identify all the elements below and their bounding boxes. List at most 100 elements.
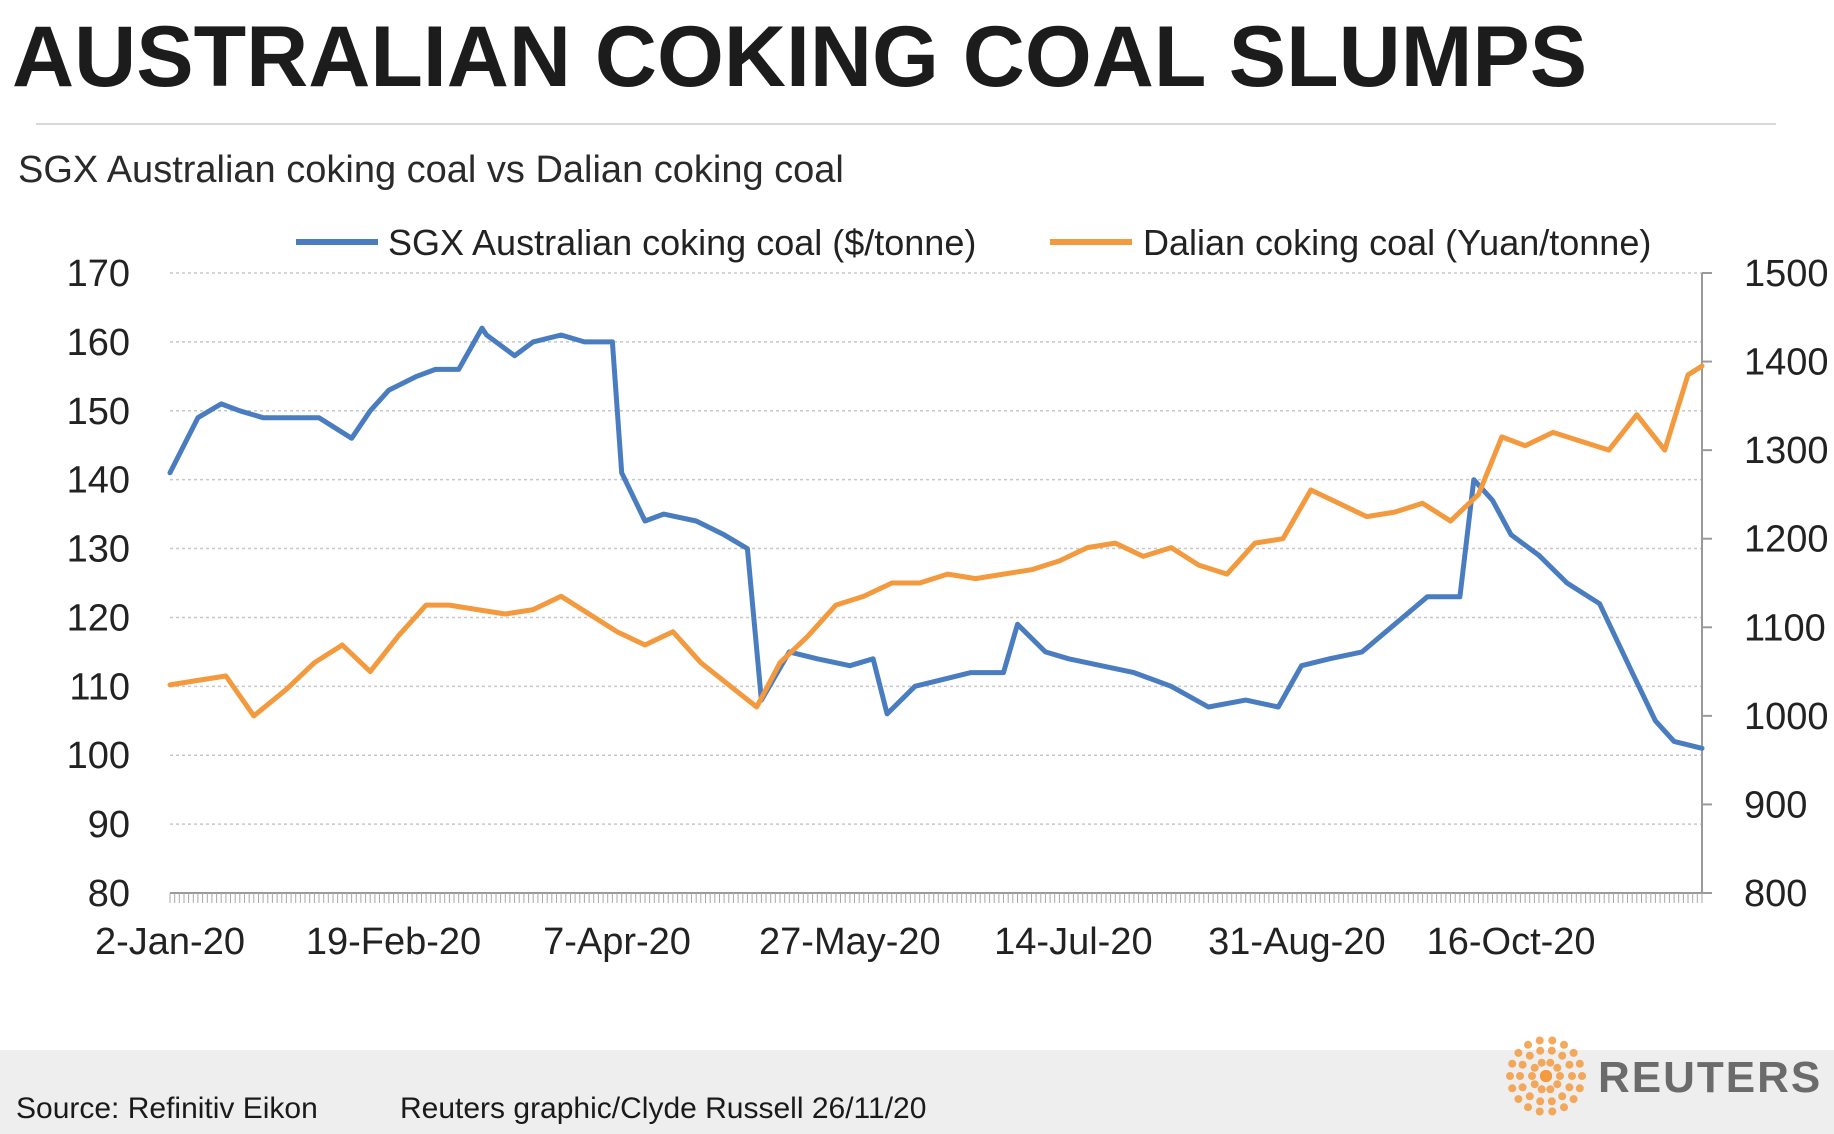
dalian-data-point xyxy=(834,603,838,607)
sgx-data-point xyxy=(1300,664,1303,668)
sgx-data-point xyxy=(969,671,973,675)
dalian-data-point xyxy=(1225,572,1229,576)
sgx-data-point xyxy=(531,340,535,344)
sgx-data-point xyxy=(662,512,666,516)
sgx-data-point xyxy=(1393,622,1397,626)
sgx-data-point xyxy=(415,374,419,378)
dalian-data-point xyxy=(890,581,894,585)
sgx-data-point xyxy=(848,664,852,668)
sgx-data-point xyxy=(513,354,517,358)
dalian-data-point xyxy=(1141,554,1145,558)
sgx-data-point xyxy=(941,677,945,681)
dalian-data-point xyxy=(1421,501,1425,505)
footer-source: Source: Refinitiv Eikon xyxy=(16,1092,318,1125)
dalian-data-point xyxy=(1700,364,1704,368)
dalian-data-point xyxy=(587,612,591,616)
dalian-data-point xyxy=(1030,568,1033,572)
dalian-data-point xyxy=(1309,488,1313,492)
y-left-tick-label: 170 xyxy=(67,253,130,295)
dalian-data-point xyxy=(368,670,372,674)
dalian-data-point xyxy=(1085,546,1089,550)
axes xyxy=(169,272,1712,903)
data-series xyxy=(167,325,1705,751)
sgx-data-point xyxy=(1002,671,1005,675)
dalian-data-point xyxy=(447,603,451,607)
dalian-data-point xyxy=(1337,501,1341,505)
tick-labels: 170 160 150 140 130 120 110 100 90 80 1500 1400 1300… xyxy=(67,253,1829,963)
sgx-data-point xyxy=(1458,595,1462,599)
dalian-data-point xyxy=(862,594,866,598)
dalian-data-point xyxy=(559,594,563,598)
legend: SGX Australian coking coal ($/tonne) Dal… xyxy=(296,222,1651,263)
dalian-data-point xyxy=(806,634,810,638)
sgx-data-point xyxy=(219,402,223,406)
sgx-data-point xyxy=(1491,498,1494,502)
sgx-data-point xyxy=(610,340,614,344)
dalian-data-point xyxy=(643,643,647,647)
x-tick-label: 31-Aug-20 xyxy=(1208,921,1385,963)
dalian-data-point xyxy=(1365,515,1369,519)
sgx-data-point xyxy=(913,684,917,688)
dalian-data-point xyxy=(1523,444,1527,448)
x-minor-ticks xyxy=(169,893,1703,903)
sgx-data-point xyxy=(238,409,242,413)
dalian-data-point xyxy=(1449,519,1452,523)
reuters-logo-icon xyxy=(1506,1036,1586,1116)
sgx-data-point xyxy=(457,367,461,371)
sgx-data-point xyxy=(1244,698,1248,702)
dalian-data-point xyxy=(1500,435,1504,439)
chart-subtitle: SGX Australian coking coal vs Dalian cok… xyxy=(18,149,844,191)
sgx-data-point xyxy=(1425,595,1429,599)
sgx-data-point xyxy=(815,657,819,661)
x-tick-label: 16-Oct-20 xyxy=(1427,921,1596,963)
dalian-data-point xyxy=(615,630,619,634)
dalian-data-point xyxy=(168,683,172,687)
sgx-data-point xyxy=(722,533,726,537)
dalian-data-point xyxy=(340,643,344,647)
header: AUSTRALIAN COKING COAL SLUMPS SGX Austra… xyxy=(12,9,1776,191)
sgx-data-point xyxy=(289,416,293,420)
sgx-data-point xyxy=(643,519,647,523)
legend-dalian-label: Dalian coking coal (Yuan/tonne) xyxy=(1143,222,1651,263)
sgx-data-point xyxy=(1016,622,1019,626)
x-tick-label: 19-Feb-20 xyxy=(306,921,481,963)
y-right-tick-label: 1000 xyxy=(1744,696,1829,738)
legend-sgx-label: SGX Australian coking coal ($/tonne) xyxy=(388,222,976,263)
sgx-data-point xyxy=(582,340,586,344)
sgx-data-point xyxy=(1067,657,1071,661)
dalian-data-point xyxy=(312,661,316,665)
series-line-sgx xyxy=(167,325,1705,751)
dalian-data-point xyxy=(671,630,675,634)
dalian-data-point xyxy=(503,612,507,616)
dalian-data-point xyxy=(1281,537,1285,541)
series-line-dalian xyxy=(167,363,1705,719)
y-right-tick-label: 1500 xyxy=(1744,253,1829,295)
sgx-data-point xyxy=(1043,650,1047,654)
dalian-data-point xyxy=(1477,492,1480,496)
dalian-data-point xyxy=(196,678,200,682)
sgx-data-point xyxy=(1360,650,1364,654)
y-left-tick-label: 150 xyxy=(67,391,130,433)
y-right-tick-label: 900 xyxy=(1744,784,1807,826)
y-right-tick-label: 1400 xyxy=(1744,342,1829,384)
dalian-data-point xyxy=(224,674,228,678)
sgx-data-point xyxy=(433,367,437,371)
y-right-tick-label: 1200 xyxy=(1744,519,1829,561)
sgx-data-point xyxy=(1169,684,1173,688)
sgx-data-point xyxy=(745,547,749,551)
dalian-data-point xyxy=(1113,541,1117,545)
sgx-data-point xyxy=(596,340,600,344)
sgx-data-point xyxy=(196,416,200,420)
sgx-data-point xyxy=(871,657,875,661)
dalian-data-point xyxy=(918,581,922,585)
y-left-tick-label: 100 xyxy=(67,735,130,777)
dalian-data-point xyxy=(1057,559,1061,563)
y-left-tick-label: 80 xyxy=(88,873,130,915)
footer-band xyxy=(0,1050,1834,1134)
dalian-data-point xyxy=(974,577,978,581)
y-left-tick-label: 160 xyxy=(67,322,130,364)
footer: Source: Refinitiv Eikon Reuters graphic/… xyxy=(0,1036,1834,1134)
dalian-data-point xyxy=(755,705,759,709)
sgx-data-point xyxy=(1472,478,1476,482)
